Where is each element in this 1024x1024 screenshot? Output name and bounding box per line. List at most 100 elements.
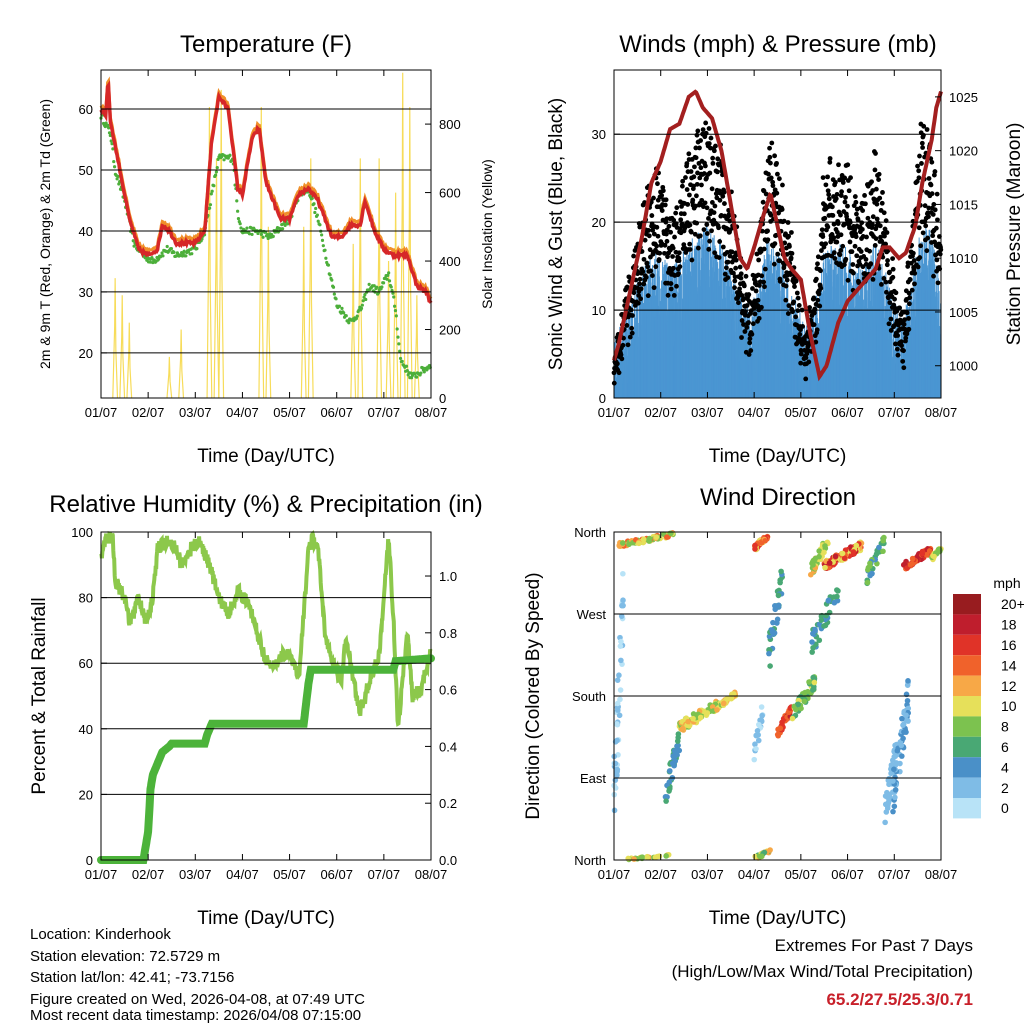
wind-direction-point — [891, 766, 897, 773]
wind-direction-point — [775, 732, 781, 739]
wind-gust-point — [838, 247, 844, 253]
elevation-text: Station elevation: 72.5729 m — [30, 948, 220, 965]
plot-frame — [613, 69, 942, 399]
wind-gust-point — [616, 370, 622, 376]
wind-direction-point — [822, 564, 828, 571]
wind-direction-point — [839, 550, 846, 557]
wind-gust-point — [750, 321, 756, 327]
wind-gust-point — [864, 234, 869, 240]
wind-gust-point — [666, 223, 672, 229]
solar-insolation-spike — [376, 158, 383, 399]
wind-gust-point — [674, 283, 679, 289]
wind-gust-point — [704, 231, 710, 236]
wind-gust-point — [840, 180, 846, 185]
wind-gust-point — [756, 257, 762, 263]
wind-gust-point — [905, 264, 911, 269]
speed-legend: mph 20+ 18 16 14 12 10 8 6 4 2 0 — [953, 575, 1024, 819]
wind-gust-point — [729, 249, 735, 255]
wind-gust-point — [933, 225, 939, 231]
legend-swatch — [953, 655, 981, 676]
wind-gust-point — [814, 327, 820, 333]
wind-direction-point — [818, 613, 825, 620]
wind-gust-point — [818, 268, 823, 274]
wind-direction-point — [909, 561, 916, 567]
legend-label: 4 — [1001, 759, 1009, 775]
wind-direction-point — [841, 555, 848, 562]
wind-gust-point — [762, 284, 767, 290]
wind-gust-point — [774, 190, 780, 196]
wind-gust-point — [825, 174, 830, 180]
wind-gust-point — [664, 227, 670, 233]
wind-direction-point — [792, 706, 799, 713]
y-tick-label: North — [574, 525, 606, 540]
wind-gust-point — [931, 172, 937, 178]
wind-direction-point — [666, 768, 673, 774]
y-axis-label: Sonic Wind & Gust (Blue, Black) — [546, 98, 567, 370]
wind-gust-point — [684, 161, 690, 166]
wind-gust-point — [906, 326, 912, 332]
dewpoint-point — [393, 308, 398, 313]
wind-gust-point — [794, 290, 800, 296]
x-tick-label: 05/07 — [273, 405, 306, 420]
wind-gust-point — [917, 153, 922, 159]
dewpoint-point — [387, 271, 391, 275]
wind-direction-point — [664, 534, 670, 540]
wind-gust-point — [934, 191, 940, 197]
wind-gust-point — [833, 196, 839, 202]
wind-gust-point — [806, 342, 811, 348]
panel-marks — [99, 72, 433, 399]
y2-tick-label: 600 — [439, 186, 461, 201]
wind-gust-point — [884, 262, 890, 268]
x-tick-label: 08/07 — [925, 405, 958, 420]
wind-gust-point — [629, 325, 635, 331]
wind-direction-point — [771, 630, 778, 636]
wind-gust-point — [699, 182, 704, 188]
wind-gust-point — [853, 234, 859, 240]
wind-gust-point — [932, 207, 938, 213]
latest-timestamp-text: Most recent data timestamp: 2026/04/08 0… — [30, 1007, 361, 1024]
wind-direction-point — [892, 787, 899, 793]
wind-direction-point — [816, 637, 823, 644]
wind-gust-point — [651, 285, 657, 291]
wind-direction-point — [669, 760, 676, 767]
created-text: Figure created on Wed, 2026-04-08, at 07… — [30, 991, 365, 1008]
wind-direction-point — [883, 809, 890, 815]
wind-gust-point — [747, 336, 753, 342]
wind-gust-point — [765, 228, 770, 234]
wind-gust-point — [884, 289, 889, 295]
y2-tick-label: 800 — [439, 117, 461, 132]
wind-direction-point — [654, 853, 661, 860]
wind-gust-point — [793, 278, 799, 284]
wind-gust-point — [702, 163, 708, 169]
wind-gust-point — [845, 203, 850, 209]
dewpoint-point — [235, 199, 239, 203]
wind-direction-point — [812, 628, 818, 634]
wind-gust-point — [904, 310, 910, 316]
wind-direction-point — [611, 807, 618, 814]
wind-gust-point — [743, 273, 749, 279]
wind-gust-point — [653, 264, 659, 270]
wind-gust-point — [924, 127, 930, 132]
y2-tick-label: 0.4 — [439, 739, 457, 754]
wind-gust-point — [657, 250, 663, 256]
y-tick-label: 10 — [592, 303, 606, 318]
legend-swatch — [953, 736, 981, 758]
wind-gust-point — [802, 347, 807, 353]
wind-direction-point — [672, 749, 678, 755]
wind-gust-point — [890, 274, 896, 280]
wind-direction-point — [900, 735, 906, 742]
wind-gust-point — [841, 262, 847, 268]
wind-gust-point — [881, 275, 887, 281]
dewpoint-point — [150, 255, 154, 260]
wind-gust-point — [907, 301, 912, 307]
wind-gust-point — [731, 270, 736, 276]
wind-gust-point — [890, 266, 896, 272]
x-tick-label: 03/07 — [691, 867, 724, 882]
wind-gust-point — [694, 132, 700, 138]
wind-gust-point — [833, 179, 838, 185]
wind-gust-point — [650, 227, 656, 233]
wind-gust-point — [694, 181, 700, 187]
wind-gust-point — [664, 216, 670, 222]
temperature-9m-line — [99, 76, 433, 300]
wind-gust-point — [860, 208, 866, 213]
